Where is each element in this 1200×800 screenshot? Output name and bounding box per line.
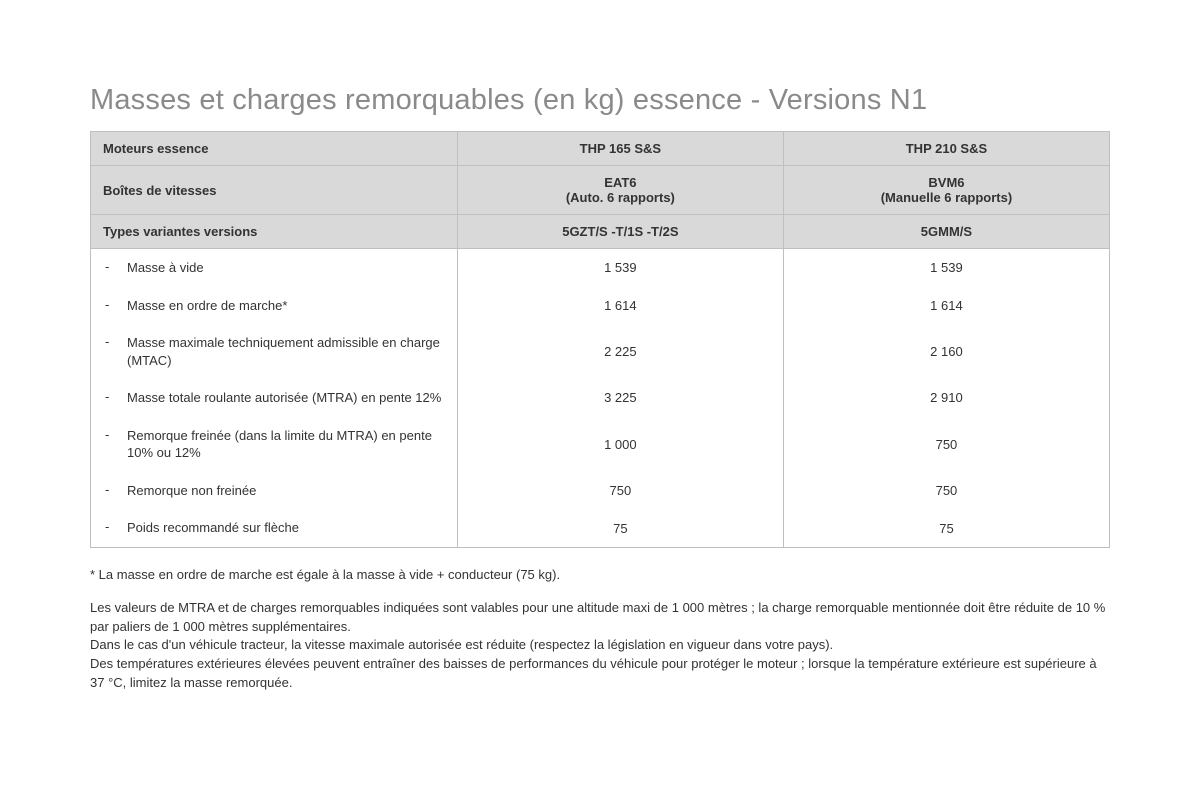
spec-tbody: -Masse à vide1 5391 539 -Masse en ordre … [91,249,1110,548]
header-row-variant: Types variantes versions 5GZT/S -T/1S -T… [91,215,1110,249]
table-row: -Remorque non freinée 750750 [91,472,1110,510]
cell-value: 1 539 [457,249,783,287]
cell-value: 1 614 [457,287,783,325]
dash-icon: - [105,389,113,407]
dash-icon: - [105,334,113,369]
page-title: Masses et charges remorquables (en kg) e… [90,84,1110,117]
dash-icon: - [105,259,113,277]
header-row-engines: Moteurs essence THP 165 S&S THP 210 S&S [91,132,1110,166]
dash-icon: - [105,297,113,315]
cell-value: 2 225 [457,324,783,379]
cell-value: 1 539 [783,249,1109,287]
spec-table: Moteurs essence THP 165 S&S THP 210 S&S … [90,131,1110,548]
row-label: Remorque non freinée [127,482,256,500]
cell-value: 750 [783,472,1109,510]
footnote-2: Les valeurs de MTRA et de charges remorq… [90,599,1110,693]
cell-value: 2 910 [783,379,1109,417]
cell-value: 75 [457,509,783,547]
row-label: Masse maximale techniquement admissible … [127,334,443,369]
cell-value: 2 160 [783,324,1109,379]
row-label: Remorque freinée (dans la limite du MTRA… [127,427,443,462]
cell-value: 3 225 [457,379,783,417]
table-row: -Masse à vide 1 5391 539 [91,249,1110,287]
header-variant-2: 5GMM/S [783,215,1109,249]
header-engines-label: Moteurs essence [91,132,458,166]
table-row: -Masse en ordre de marche* 1 6141 614 [91,287,1110,325]
gearbox-2-line2: (Manuelle 6 rapports) [796,190,1097,205]
row-label: Masse totale roulante autorisée (MTRA) e… [127,389,441,407]
footnote-1: * La masse en ordre de marche est égale … [90,566,1110,585]
gearbox-1-line1: EAT6 [470,175,771,190]
cell-value: 1 614 [783,287,1109,325]
footnotes: * La masse en ordre de marche est égale … [90,566,1110,693]
table-row: -Masse totale roulante autorisée (MTRA) … [91,379,1110,417]
row-label: Masse à vide [127,259,204,277]
header-variant-1: 5GZT/S -T/1S -T/2S [457,215,783,249]
dash-icon: - [105,519,113,537]
table-row: -Remorque freinée (dans la limite du MTR… [91,417,1110,472]
cell-value: 750 [457,472,783,510]
table-row: -Masse maximale techniquement admissible… [91,324,1110,379]
gearbox-2-line1: BVM6 [796,175,1097,190]
header-gearbox-2: BVM6 (Manuelle 6 rapports) [783,166,1109,215]
cell-value: 75 [783,509,1109,547]
table-row: -Poids recommandé sur flèche 7575 [91,509,1110,547]
cell-value: 750 [783,417,1109,472]
dash-icon: - [105,427,113,462]
cell-value: 1 000 [457,417,783,472]
header-gearbox-1: EAT6 (Auto. 6 rapports) [457,166,783,215]
header-variant-label: Types variantes versions [91,215,458,249]
gearbox-1-line2: (Auto. 6 rapports) [470,190,771,205]
row-label: Poids recommandé sur flèche [127,519,299,537]
header-engine-1: THP 165 S&S [457,132,783,166]
header-gearbox-label: Boîtes de vitesses [91,166,458,215]
dash-icon: - [105,482,113,500]
header-row-gearbox: Boîtes de vitesses EAT6 (Auto. 6 rapport… [91,166,1110,215]
row-label: Masse en ordre de marche* [127,297,287,315]
header-engine-2: THP 210 S&S [783,132,1109,166]
